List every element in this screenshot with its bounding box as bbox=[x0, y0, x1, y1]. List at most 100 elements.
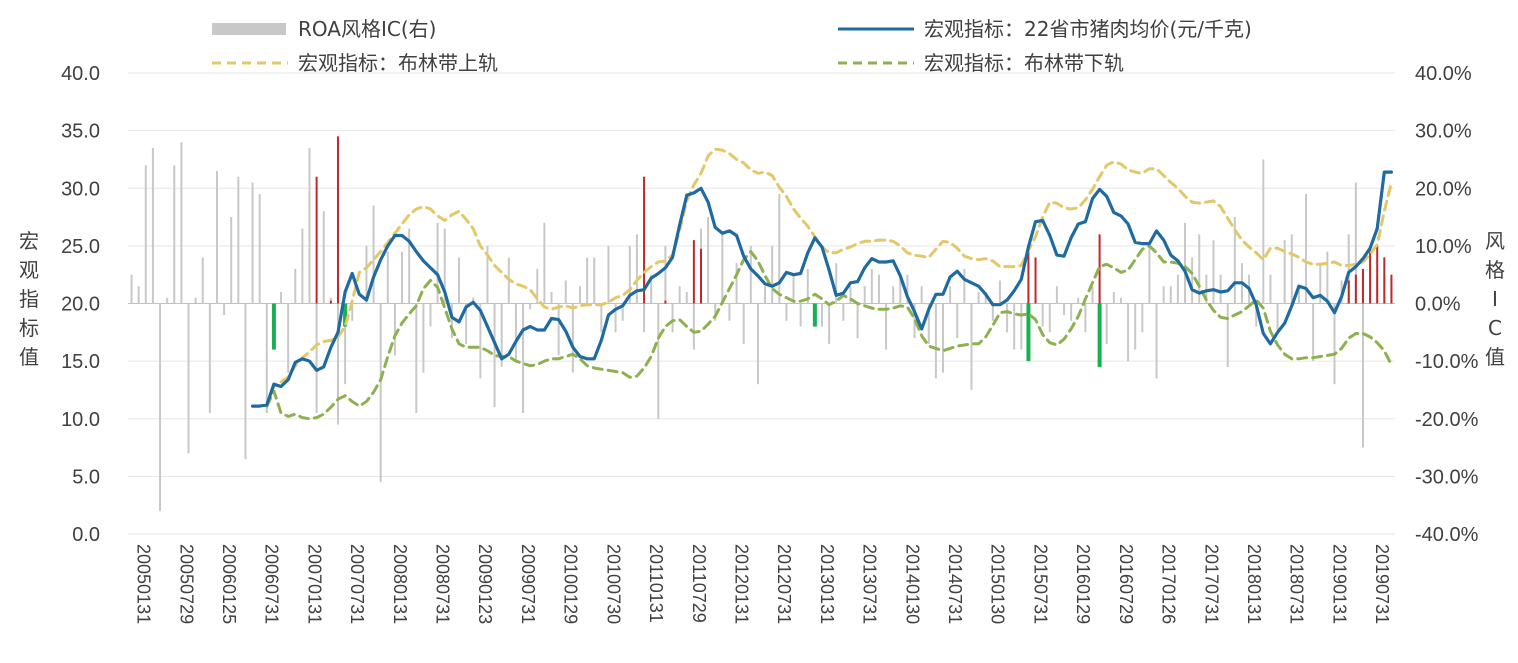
y-axis-left: 0.0 5.0 10.0 15.0 20.0 25.0 30.0 35.0 40.0 bbox=[61, 63, 100, 546]
x-tick-label: 20160729 bbox=[1116, 544, 1136, 624]
ic-bar bbox=[1169, 286, 1172, 304]
ic-bar bbox=[806, 268, 809, 304]
ic-bar bbox=[144, 165, 147, 304]
y-tick-label-left: 10.0 bbox=[61, 409, 100, 431]
ic-bar bbox=[692, 303, 695, 350]
ic-bar bbox=[685, 291, 688, 304]
ic-bar bbox=[173, 165, 176, 304]
legend-label: ROA风格IC(右) bbox=[298, 17, 436, 41]
ic-bar bbox=[159, 303, 162, 511]
ic-bar bbox=[536, 268, 539, 304]
y-tick-label-right: -20.0% bbox=[1415, 409, 1479, 431]
ic-bar bbox=[287, 303, 290, 373]
signal-bar-up bbox=[1354, 274, 1357, 304]
x-tick-label: 20190131 bbox=[1329, 544, 1349, 624]
y-tick-label-right: -10.0% bbox=[1415, 351, 1479, 373]
ic-bar bbox=[1262, 159, 1265, 304]
x-tick-label: 20070131 bbox=[304, 544, 324, 624]
ic-bar bbox=[1070, 303, 1073, 321]
ic-bar bbox=[1305, 194, 1308, 304]
y-tick-label-left: 0.0 bbox=[72, 524, 100, 546]
ic-bar bbox=[230, 217, 233, 304]
ic-bar bbox=[571, 303, 574, 373]
ic-bar bbox=[344, 303, 347, 385]
axis-titles: 宏观指标值 风格 I C 值 bbox=[19, 229, 1505, 369]
ic-bar bbox=[386, 251, 389, 304]
ic-bar bbox=[849, 286, 852, 304]
ic-bar bbox=[130, 274, 133, 304]
ic-bar bbox=[927, 303, 930, 344]
gridlines bbox=[128, 72, 1395, 535]
signal-bar-up bbox=[692, 240, 695, 304]
y-tick-label-left: 40.0 bbox=[61, 63, 100, 85]
signal-bar-up bbox=[329, 300, 332, 304]
ic-bar bbox=[1077, 297, 1080, 304]
ic-bar bbox=[237, 176, 240, 304]
y-tick-label-right: -40.0% bbox=[1415, 524, 1479, 546]
x-tick-label: 20110729 bbox=[689, 544, 709, 623]
ic-bar bbox=[151, 147, 154, 304]
ic-bar bbox=[749, 245, 752, 304]
ic-bar bbox=[564, 280, 567, 304]
signal-bar-down bbox=[343, 303, 348, 327]
ic-bar bbox=[1333, 303, 1336, 385]
ic-bar bbox=[336, 303, 339, 425]
ic-bar bbox=[949, 286, 952, 304]
ic-bar bbox=[472, 297, 475, 304]
ic-bar bbox=[244, 303, 247, 460]
signal-bar-up bbox=[699, 248, 702, 304]
ic-bar bbox=[1055, 286, 1058, 304]
x-tick-label: 20050131 bbox=[134, 544, 154, 624]
y-tick-label-right: 20.0% bbox=[1415, 178, 1472, 200]
ic-bar bbox=[778, 194, 781, 304]
ic-bar bbox=[1155, 303, 1158, 379]
signal-bar-up bbox=[1347, 280, 1350, 304]
ic-bar bbox=[607, 245, 610, 304]
ic-bar bbox=[258, 194, 261, 304]
ic-bar bbox=[600, 303, 603, 333]
ic-bar bbox=[529, 303, 532, 310]
x-tick-label: 20150731 bbox=[1030, 544, 1050, 624]
ic-bar bbox=[401, 251, 404, 304]
ic-bar bbox=[877, 274, 880, 304]
ic-bar bbox=[991, 303, 994, 321]
ic-bar bbox=[1205, 274, 1208, 304]
ic-bar bbox=[1354, 182, 1357, 304]
ic-bar bbox=[308, 147, 311, 304]
signal-bar-down bbox=[1097, 303, 1102, 367]
ic-bar bbox=[550, 291, 553, 304]
ic-bar bbox=[956, 303, 959, 339]
ic-bar bbox=[493, 303, 496, 408]
x-tick-label: 20120731 bbox=[774, 544, 794, 624]
ic-bar bbox=[657, 303, 660, 419]
x-tick-label: 20170126 bbox=[1159, 544, 1179, 624]
ic-bar bbox=[906, 274, 909, 304]
ic-bar bbox=[735, 263, 738, 304]
signal-bars bbox=[271, 136, 1393, 367]
ic-bars bbox=[130, 142, 1393, 511]
ic-bar bbox=[678, 286, 681, 304]
ic-bar bbox=[522, 303, 525, 413]
ic-bar bbox=[415, 303, 418, 413]
x-tick-label: 20140130 bbox=[902, 544, 922, 624]
legend-label: 宏观指标：布林带下轨 bbox=[924, 51, 1124, 75]
ic-bar bbox=[1326, 251, 1329, 304]
y-axis-title-right: 风格 I C 值 bbox=[1485, 229, 1505, 369]
legend-label: 宏观指标：布林带上轨 bbox=[298, 51, 498, 75]
ic-bar bbox=[764, 286, 767, 304]
x-tick-label: 20130731 bbox=[860, 544, 880, 624]
ic-bar bbox=[393, 303, 396, 356]
ic-bar bbox=[1105, 303, 1108, 344]
ic-bar bbox=[1134, 303, 1137, 350]
x-tick-label: 20150130 bbox=[988, 544, 1008, 624]
ic-bar bbox=[408, 228, 411, 304]
x-tick-label: 20060731 bbox=[262, 544, 282, 624]
ic-bar bbox=[885, 303, 888, 350]
series-line bbox=[265, 147, 1393, 408]
x-tick-label: 20120131 bbox=[732, 544, 752, 624]
x-tick-label: 20160129 bbox=[1073, 544, 1093, 624]
ic-bar bbox=[1198, 234, 1201, 304]
ic-bar bbox=[201, 257, 204, 304]
ic-bar bbox=[1269, 274, 1272, 304]
ic-bar bbox=[1276, 303, 1279, 333]
